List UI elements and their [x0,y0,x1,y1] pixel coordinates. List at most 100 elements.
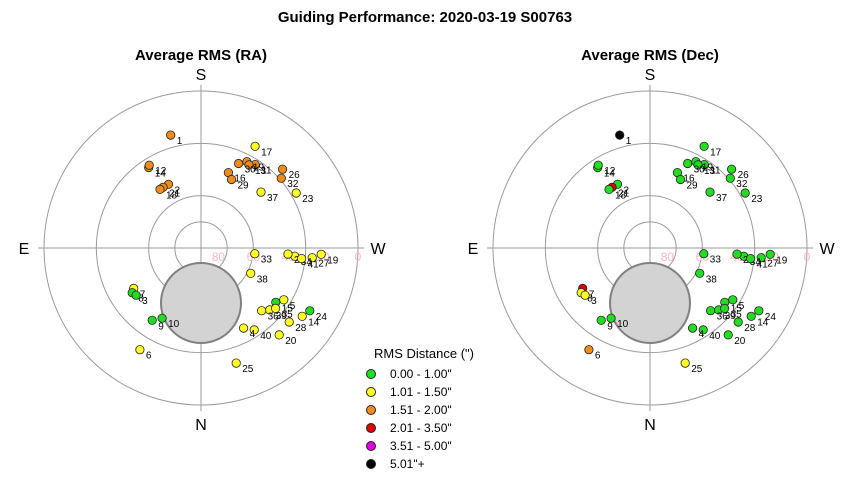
point-label: 41 [757,260,769,271]
point-label: 7 [589,289,595,300]
point-label: 1 [177,136,183,147]
data-point [155,184,165,194]
legend-marker [366,387,376,397]
legend-item: 5.01"+ [362,455,502,473]
radial-tick-label: 0 [804,250,811,264]
point-label: 24 [765,312,777,323]
point-label: 36 [717,312,729,323]
point-label: 10 [617,319,629,330]
point-label: 23 [302,194,314,205]
point-label: 29 [687,181,699,192]
point-label: 33 [710,255,722,266]
direction-label-left: E [468,241,479,258]
legend-label: 2.01 - 3.50" [390,421,452,435]
point-label: 30 [694,165,706,176]
legend-title: RMS Distance (") [374,346,474,361]
point-label: 11 [261,166,272,177]
data-point [604,184,614,194]
point-label: 11 [710,166,721,177]
point-label: 4 [699,329,705,340]
point-label: 38 [257,274,269,285]
point-label: 18 [615,190,627,201]
legend: RMS Distance (") 0.00 - 1.00" 1.01 - 1.50… [362,346,502,473]
grid-ring [492,90,808,406]
point-label: 33 [261,255,273,266]
grid-ring [544,142,756,354]
legend-label: 5.01"+ [390,457,425,471]
data-point [250,249,260,259]
point-label: 13 [704,166,716,177]
data-point [277,164,288,174]
data-point [166,130,176,140]
data-point [683,158,693,169]
chart-ra: Average RMS (RA)806040200SNEW11412221181… [19,47,387,434]
chart-title: Average RMS (Dec) [581,47,719,64]
point-label: 38 [706,274,718,285]
legend-label: 1.51 - 2.00" [390,403,452,417]
data-point [279,295,289,305]
point-label: 41 [308,260,320,271]
point-label: 3 [142,296,148,307]
data-point [756,253,766,263]
legend-items: 0.00 - 1.00" 1.01 - 1.50" 1.51 - 2.00" 2.01… [362,365,502,473]
point-label: 18 [166,190,178,201]
data-point [250,141,260,151]
data-point [147,315,157,325]
data-point [606,313,616,323]
point-label: 26 [289,170,301,181]
direction-label-top: S [645,67,656,84]
data-point [740,188,750,198]
point-label: 27 [318,259,330,270]
point-label: 25 [242,364,254,375]
point-label: 12 [155,166,167,177]
data-point [316,249,326,259]
point-label: 30 [245,165,257,176]
point-label: 14 [604,169,616,180]
data-point [745,254,756,264]
point-label: 32 [736,179,748,190]
point-label: 9 [607,321,613,332]
point-label: 8 [587,294,593,305]
data-point [746,311,756,321]
radial-tick-label: 0 [355,250,362,264]
point-label: 20 [734,336,746,347]
horizon-obstruction [160,262,242,344]
data-point [699,249,709,259]
point-label: 37 [267,193,279,204]
data-point [675,174,686,185]
data-point [144,160,154,170]
legend-item: 3.51 - 5.00" [362,437,502,455]
point-label: 35 [282,309,294,320]
data-point [593,160,603,170]
data-point [765,249,775,259]
point-label: 24 [316,312,328,323]
data-point [234,158,244,169]
data-point [693,160,703,170]
data-point [307,253,317,263]
data-point [580,290,590,300]
data-point [596,315,606,325]
point-label: 12 [604,166,616,177]
chart-title: Average RMS (RA) [135,47,267,64]
direction-label-right: W [370,241,386,258]
point-label: 35 [731,309,743,320]
point-label: 23 [751,194,763,205]
point-label: 36 [268,312,280,323]
data-point [276,173,286,183]
point-label: 6 [595,351,601,362]
data-point [284,317,294,327]
data-point [249,325,259,335]
data-point [244,160,254,170]
point-label: 19 [776,255,788,266]
point-label: 5 [739,301,745,312]
legend-label: 3.51 - 5.00" [390,439,452,453]
point-label: 16 [234,174,246,185]
point-label: 40 [260,331,272,342]
chart-dec: Average RMS (Dec)806040200SNEW1141222118… [468,47,836,434]
point-label: 25 [691,364,703,375]
legend-item: 1.51 - 2.00" [362,401,502,419]
data-point [705,306,716,316]
point-label: 17 [261,147,273,158]
data-point [733,317,743,327]
point-label: 19 [327,255,339,266]
